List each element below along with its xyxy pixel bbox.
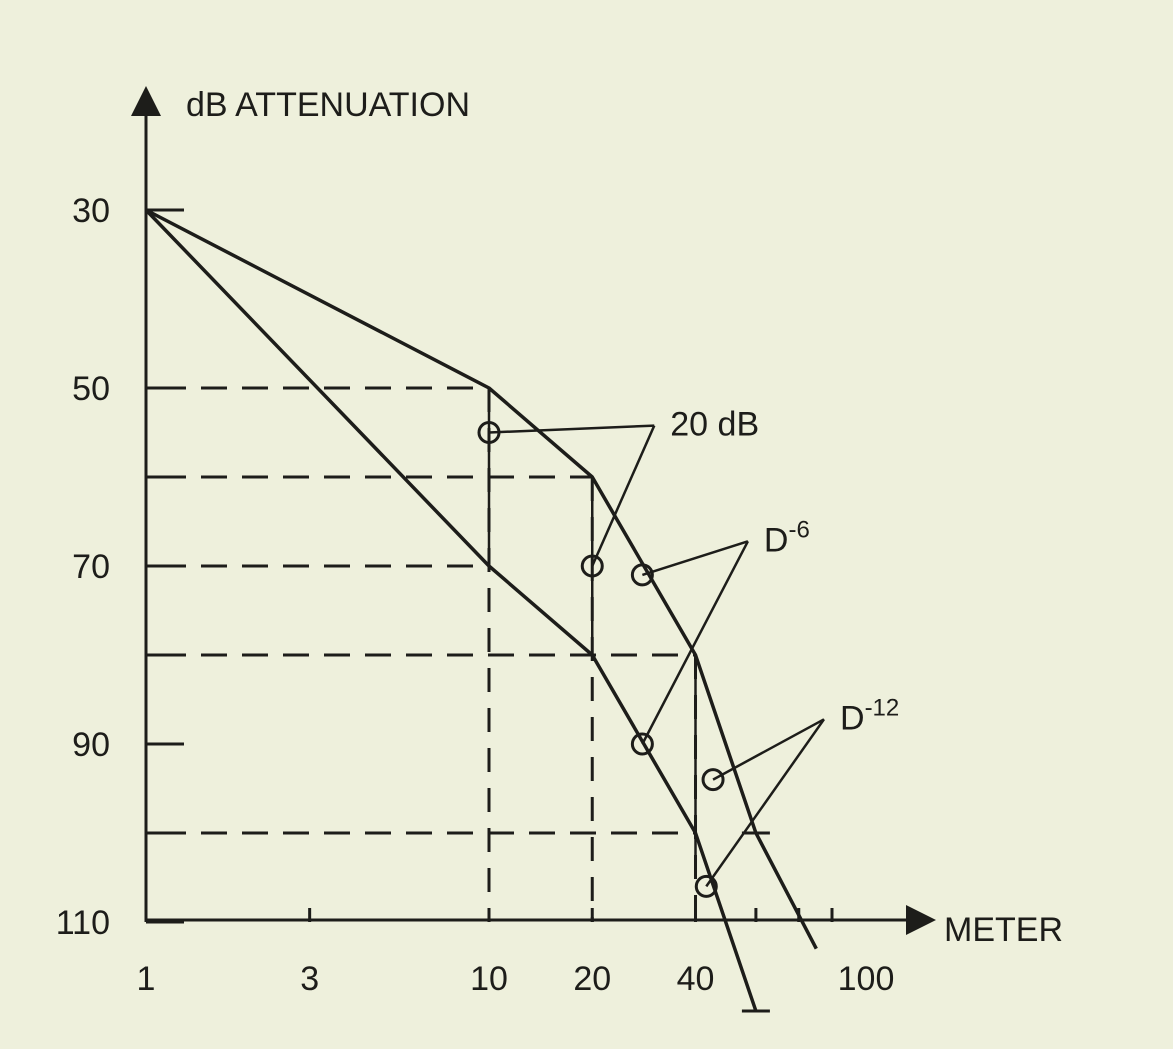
reference-lines xyxy=(160,386,698,922)
ticks: 30 50 70 90 110 1 3 10 20 40 100 xyxy=(56,192,895,998)
series-line-1 xyxy=(144,208,758,1012)
annotation-label-2: D-12 xyxy=(840,694,899,737)
y-tick-label-50: 50 xyxy=(72,370,110,408)
annotation-pointer-2-1 xyxy=(705,718,826,888)
y-tick-label-70: 70 xyxy=(72,548,110,586)
x-tick-label-3: 3 xyxy=(300,960,319,998)
marker-circle-1 xyxy=(580,554,604,578)
y-tick-label-30: 30 xyxy=(72,192,110,230)
annotation-pointer-1-1 xyxy=(641,540,750,745)
y-tick-label-90: 90 xyxy=(72,726,110,764)
markers xyxy=(477,421,725,898)
annotation-superscript-1: -6 xyxy=(788,516,809,543)
annotation-pointer-0-1 xyxy=(591,425,656,567)
x-tick-label-10: 10 xyxy=(470,960,508,998)
y-axis-label: dB ATTENUATION xyxy=(186,86,470,124)
x-tick-label-100: 100 xyxy=(838,960,895,998)
x-tick-label-1: 1 xyxy=(137,960,156,998)
annotation-pointer-2-0 xyxy=(712,718,825,781)
annotation-label-1: D-6 xyxy=(764,516,810,559)
axes: dB ATTENUATION METER xyxy=(131,86,1063,949)
annotation-pointer-0-0 xyxy=(488,424,655,434)
marker-circle-2 xyxy=(630,563,654,587)
marker-circle-5 xyxy=(694,874,718,898)
annotation-label-0: 20 dB xyxy=(670,406,759,444)
y-tick-label-110: 110 xyxy=(56,904,110,942)
annotations: 20 dB D-6 D-12 xyxy=(488,406,899,888)
marker-circle-3 xyxy=(630,732,654,756)
x-tick-label-20: 20 xyxy=(573,960,611,998)
x-axis-label: METER xyxy=(944,911,1063,949)
series-line-0 xyxy=(145,208,818,950)
x-tick-label-40: 40 xyxy=(677,960,715,998)
annotation-superscript-2: -12 xyxy=(865,694,900,721)
annotation-pointer-1-0 xyxy=(641,540,749,577)
marker-circle-4 xyxy=(701,768,725,792)
